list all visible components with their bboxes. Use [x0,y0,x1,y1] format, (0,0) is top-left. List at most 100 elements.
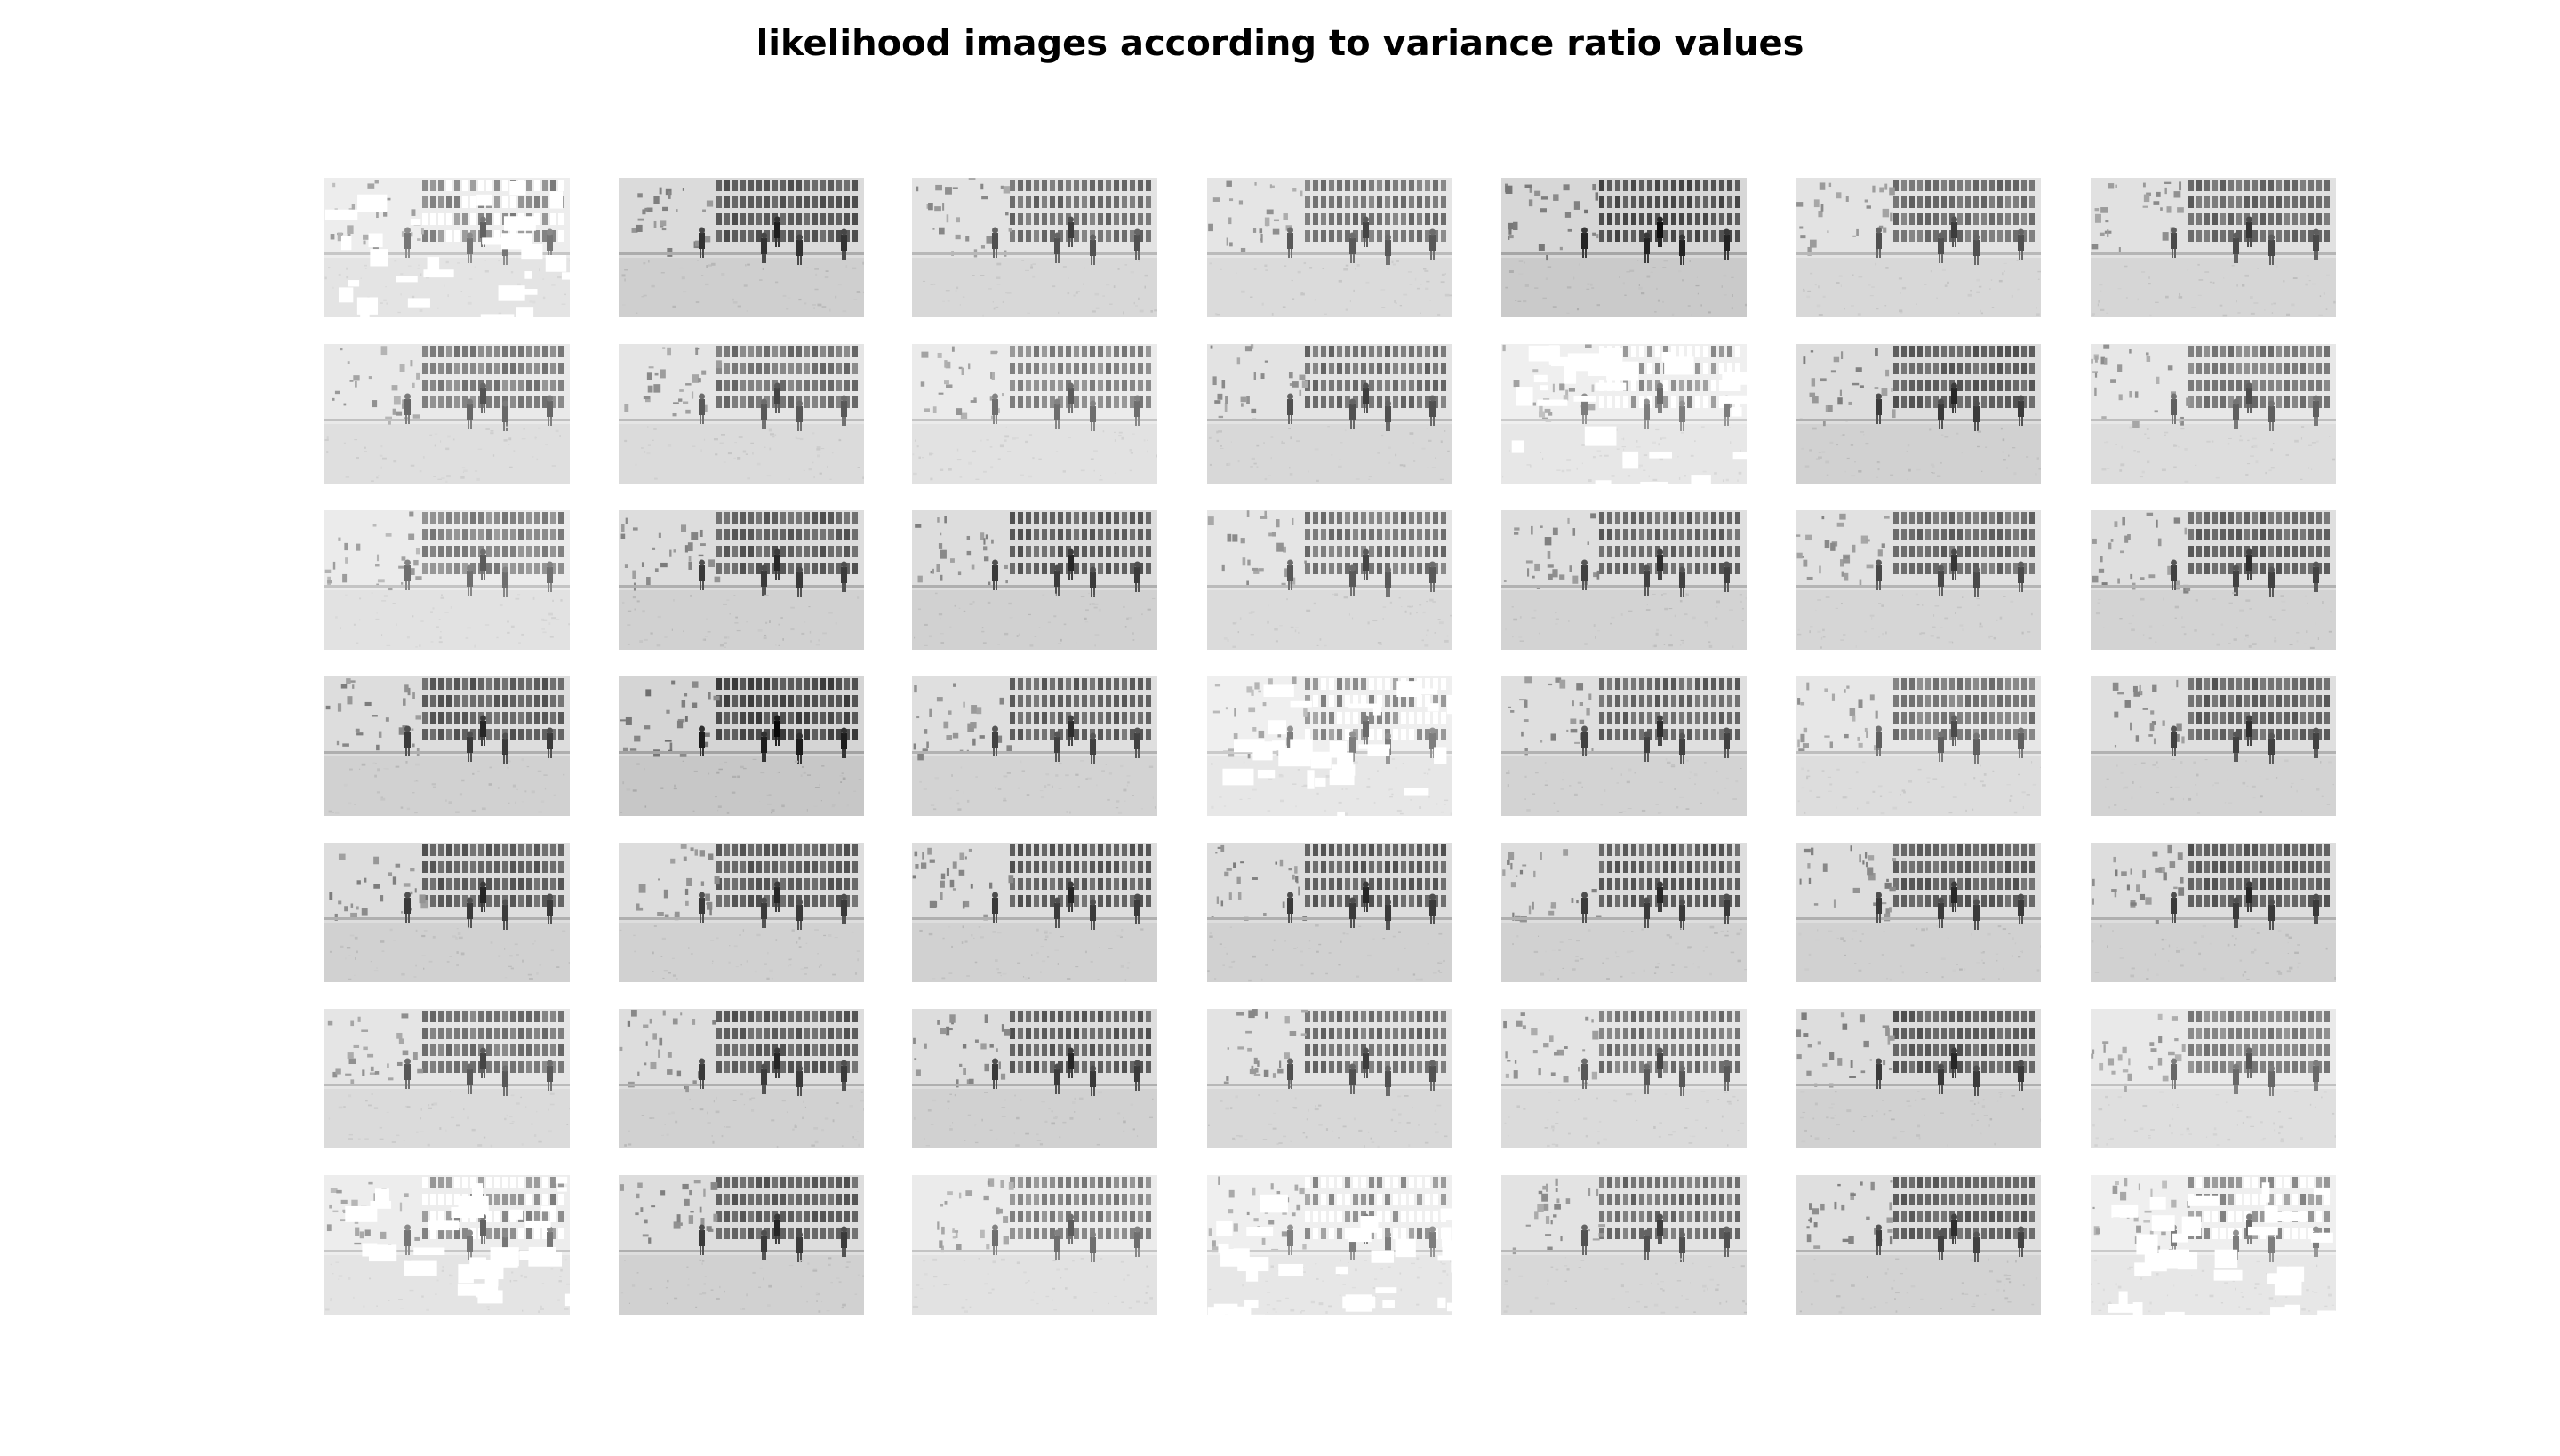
likelihood-image-tile [912,843,1157,982]
likelihood-image-tile [1207,676,1452,816]
likelihood-image [324,344,570,484]
likelihood-image [2091,344,2336,484]
figure-title: likelihood images according to variance … [756,23,1804,64]
likelihood-image-tile [2091,1175,2336,1315]
likelihood-image [619,1009,864,1148]
likelihood-image [619,344,864,484]
likelihood-image-tile [912,676,1157,816]
likelihood-image-tile [619,510,864,650]
likelihood-image [1501,178,1747,317]
likelihood-image [1796,1009,2041,1148]
likelihood-image-tile [1796,510,2041,650]
likelihood-image-tile [2091,510,2336,650]
likelihood-image-tile [912,344,1157,484]
likelihood-image-tile [619,344,864,484]
likelihood-image-tile [324,843,570,982]
likelihood-image [912,344,1157,484]
likelihood-image [1796,344,2041,484]
likelihood-image-tile [619,1175,864,1315]
likelihood-image-tile [912,1009,1157,1148]
likelihood-image-tile [1207,178,1452,317]
likelihood-image [324,1175,570,1315]
likelihood-image [1501,676,1747,816]
likelihood-image-tile [912,178,1157,317]
likelihood-image [324,178,570,317]
likelihood-image [912,676,1157,816]
likelihood-image [619,843,864,982]
likelihood-image [912,1009,1157,1148]
likelihood-image-tile [619,178,864,317]
likelihood-image [619,676,864,816]
likelihood-image-tile [2091,676,2336,816]
likelihood-image [324,1009,570,1148]
likelihood-image [1207,344,1452,484]
likelihood-image-tile [1796,676,2041,816]
likelihood-image [1501,1175,1747,1315]
likelihood-image-tile [1501,843,1747,982]
likelihood-image [619,510,864,650]
likelihood-image-tile [2091,344,2336,484]
likelihood-image-tile [1501,676,1747,816]
likelihood-image [912,510,1157,650]
likelihood-image [1207,178,1452,317]
likelihood-image [1796,676,2041,816]
likelihood-image [1796,843,2041,982]
likelihood-image-tile [1796,178,2041,317]
likelihood-image-tile [1796,1009,2041,1148]
likelihood-image-tile [1501,1009,1747,1148]
likelihood-image [1796,1175,2041,1315]
likelihood-image-tile [2091,178,2336,317]
likelihood-image [324,510,570,650]
likelihood-image-tile [1207,510,1452,650]
likelihood-image-tile [2091,843,2336,982]
likelihood-image-tile [1501,344,1747,484]
likelihood-image [912,1175,1157,1315]
likelihood-image-tile [2091,1009,2336,1148]
likelihood-image [619,1175,864,1315]
likelihood-image [1501,344,1747,484]
likelihood-image-tile [912,1175,1157,1315]
likelihood-image-tile [619,843,864,982]
likelihood-image-tile [1796,1175,2041,1315]
likelihood-image [1207,510,1452,650]
likelihood-image [1501,843,1747,982]
likelihood-image [912,178,1157,317]
likelihood-image [1207,1175,1452,1315]
likelihood-image-tile [324,1175,570,1315]
likelihood-image-tile [1501,178,1747,317]
likelihood-image [2091,1009,2336,1148]
likelihood-image [1796,178,2041,317]
likelihood-image-tile [1207,1175,1452,1315]
likelihood-image [324,676,570,816]
likelihood-image-tile [619,676,864,816]
likelihood-image [1501,1009,1747,1148]
likelihood-image-tile [324,676,570,816]
likelihood-image-tile [1207,1009,1452,1148]
likelihood-image [1796,510,2041,650]
likelihood-image [1207,1009,1452,1148]
likelihood-image [2091,843,2336,982]
likelihood-image-tile [1501,1175,1747,1315]
likelihood-image [1207,676,1452,816]
likelihood-image-tile [324,178,570,317]
likelihood-image-tile [324,1009,570,1148]
likelihood-image-tile [1501,510,1747,650]
likelihood-image-tile [324,510,570,650]
likelihood-image-tile [912,510,1157,650]
likelihood-image [1207,843,1452,982]
likelihood-image-tile [619,1009,864,1148]
likelihood-image-tile [324,344,570,484]
likelihood-image-tile [1207,344,1452,484]
likelihood-image-tile [1796,344,2041,484]
likelihood-image [619,178,864,317]
likelihood-image [1501,510,1747,650]
likelihood-image [2091,676,2336,816]
likelihood-image [912,843,1157,982]
likelihood-image [324,843,570,982]
likelihood-image-tile [1796,843,2041,982]
likelihood-image [2091,178,2336,317]
likelihood-image-tile [1207,843,1452,982]
likelihood-image [2091,1175,2336,1315]
